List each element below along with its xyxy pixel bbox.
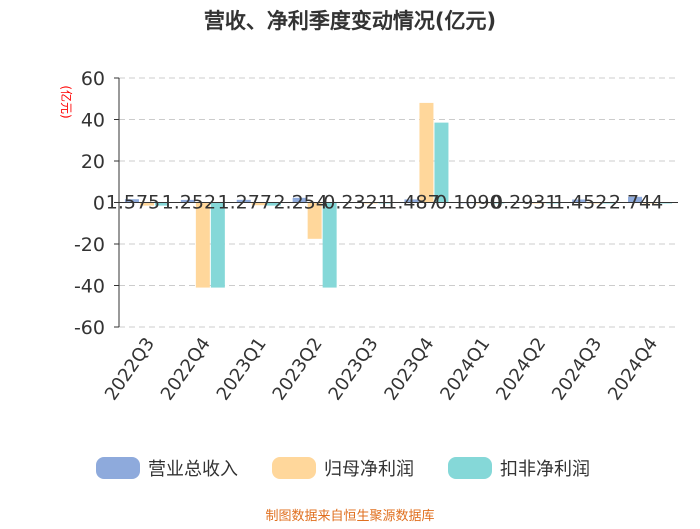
bar xyxy=(195,202,210,288)
data-label: 2.744 xyxy=(609,192,663,214)
y-tick-label: -60 xyxy=(74,317,105,339)
bar xyxy=(307,202,322,239)
x-tick-label: 2024Q2 xyxy=(492,334,550,405)
x-tick-label: 2022Q3 xyxy=(101,334,159,405)
y-tick-label: 20 xyxy=(81,151,105,173)
legend-label: 营业总收入 xyxy=(148,459,238,480)
bar xyxy=(292,197,307,203)
bar xyxy=(572,199,587,203)
bar xyxy=(266,202,281,206)
data-label: 1.487 xyxy=(385,192,439,214)
bar xyxy=(236,199,251,203)
data-label: 2.254 xyxy=(273,192,327,214)
legend-label: 归母净利润 xyxy=(324,459,414,480)
y-tick-label: 0 xyxy=(93,193,105,215)
bar xyxy=(139,202,154,206)
source-note: 制图数据来自恒生聚源数据库 xyxy=(265,508,434,524)
y-axis: 60 40 20 0 -20 -40 -60 xyxy=(74,68,120,339)
y-tick-label: -40 xyxy=(74,276,105,298)
x-axis: 2022Q32022Q42023Q12023Q22023Q32023Q42024… xyxy=(101,334,662,405)
legend-label: 扣非净利润 xyxy=(500,459,590,480)
x-tick-label: 2024Q1 xyxy=(436,334,494,405)
bar xyxy=(322,202,337,288)
data-label: 1.452 xyxy=(553,192,607,214)
x-tick-label: 2022Q4 xyxy=(157,334,215,405)
x-tick-label: 2024Q4 xyxy=(604,334,662,405)
x-tick-label: 2023Q2 xyxy=(269,334,327,405)
legend-swatch xyxy=(448,457,492,479)
chart-title: 营收、净利季度变动情况(亿元) xyxy=(204,9,496,33)
bar xyxy=(154,202,169,206)
bar xyxy=(251,202,266,206)
bar xyxy=(124,199,139,203)
x-tick-label: 2023Q1 xyxy=(213,334,271,405)
data-label: 0.1090 xyxy=(435,192,501,214)
bar xyxy=(210,202,225,288)
data-label: 0.2321 xyxy=(323,192,389,214)
data-labels: 1.575 1.252 1.277 2.2540.23211.4870.10900.2… xyxy=(106,192,664,214)
bar xyxy=(628,196,643,203)
data-label: 1.575 xyxy=(106,192,160,214)
y-tick-label: 60 xyxy=(81,68,105,90)
y-tick-label: -20 xyxy=(74,234,105,256)
bar xyxy=(180,199,195,203)
data-label: 0.2931 xyxy=(491,192,557,214)
x-tick-label: 2023Q3 xyxy=(324,334,382,405)
legend: 营业总收入 归母净利润 扣非净利润 xyxy=(96,457,590,480)
bar xyxy=(419,102,434,203)
x-tick-label: 2024Q3 xyxy=(548,334,606,405)
legend-swatch xyxy=(96,457,140,479)
data-label: 1.252 xyxy=(162,192,216,214)
data-label: 1.277 xyxy=(218,192,272,214)
x-tick-label: 2023Q4 xyxy=(380,334,438,405)
y-tick-label: 40 xyxy=(81,110,105,132)
legend-swatch xyxy=(272,457,316,479)
bar xyxy=(434,122,449,203)
bars xyxy=(119,102,678,288)
bar xyxy=(404,199,419,203)
y-axis-label: (亿元) xyxy=(59,85,74,118)
